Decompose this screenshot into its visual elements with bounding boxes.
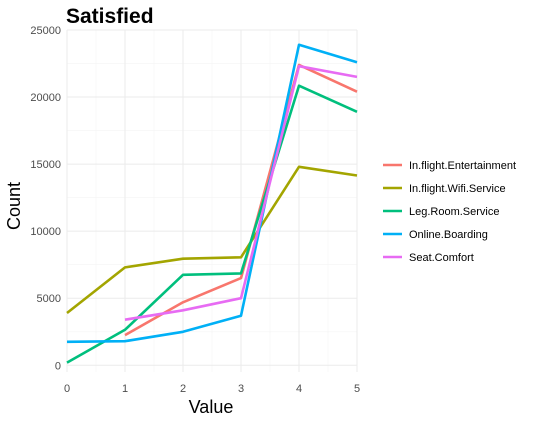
- x-tick-label: 3: [238, 383, 244, 395]
- legend-label: In.flight.Wifi.Service: [409, 183, 506, 195]
- chart-title: Satisfied: [66, 5, 154, 28]
- y-tick-label: 15000: [30, 159, 61, 171]
- y-tick-label: 5000: [37, 293, 61, 305]
- y-axis-ticks: 0 5000 10000 15000 20000 25000: [30, 25, 61, 372]
- legend-label: Leg.Room.Service: [409, 206, 500, 218]
- legend-label: In.flight.Entertainment: [409, 160, 516, 172]
- x-tick-label: 1: [122, 383, 128, 395]
- y-tick-label: 20000: [30, 92, 61, 104]
- x-tick-label: 4: [296, 383, 302, 395]
- legend: In.flight.Entertainment In.flight.Wifi.Se…: [383, 160, 516, 264]
- x-axis-ticks: 0 1 2 3 4 5: [64, 383, 360, 395]
- x-tick-label: 2: [180, 383, 186, 395]
- y-tick-label: 25000: [30, 25, 61, 37]
- y-tick-label: 0: [55, 360, 61, 372]
- x-axis-title: Value: [189, 397, 234, 417]
- legend-label: Seat.Comfort: [409, 252, 474, 264]
- x-tick-label: 5: [354, 383, 360, 395]
- x-tick-label: 0: [64, 383, 70, 395]
- y-tick-label: 10000: [30, 226, 61, 238]
- grid: [67, 30, 357, 372]
- y-axis-title: Count: [4, 182, 24, 230]
- legend-label: Online.Boarding: [409, 229, 488, 241]
